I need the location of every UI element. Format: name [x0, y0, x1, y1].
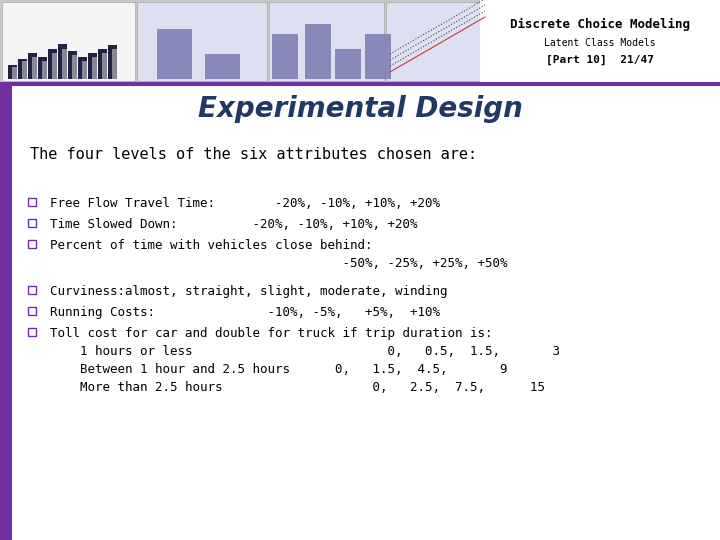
- Bar: [52, 53, 57, 79]
- Bar: [18, 59, 27, 79]
- Bar: [32, 57, 37, 79]
- Text: Experimental Design: Experimental Design: [197, 95, 523, 123]
- Bar: [28, 240, 36, 248]
- Bar: [335, 49, 361, 79]
- Text: Time Slowed Down:          -20%, -10%, +10%, +20%: Time Slowed Down: -20%, -10%, +10%, +20%: [50, 218, 418, 231]
- Bar: [92, 57, 97, 79]
- Bar: [28, 307, 36, 315]
- Bar: [38, 57, 47, 79]
- Bar: [12, 67, 17, 79]
- Bar: [0, 0, 720, 85]
- Text: Toll cost for car and double for truck if trip duration is:: Toll cost for car and double for truck i…: [50, 327, 492, 340]
- Bar: [82, 61, 87, 79]
- Bar: [157, 29, 192, 79]
- Bar: [205, 54, 240, 79]
- Bar: [72, 55, 77, 79]
- Bar: [48, 49, 57, 79]
- Bar: [112, 49, 117, 79]
- Text: Curviness:almost, straight, slight, moderate, winding: Curviness:almost, straight, slight, mode…: [50, 285, 448, 298]
- Bar: [28, 286, 36, 294]
- Bar: [22, 61, 27, 79]
- Bar: [28, 328, 36, 336]
- Text: [Part 10]  21/47: [Part 10] 21/47: [546, 55, 654, 65]
- Bar: [269, 2, 384, 81]
- Bar: [0, 85, 720, 540]
- Bar: [305, 24, 331, 79]
- Text: Latent Class Models: Latent Class Models: [544, 38, 656, 48]
- Bar: [68, 51, 77, 79]
- Text: Discrete Choice Modeling: Discrete Choice Modeling: [510, 18, 690, 31]
- Bar: [365, 34, 391, 79]
- Bar: [8, 65, 17, 79]
- Bar: [0, 82, 720, 86]
- Bar: [58, 44, 67, 79]
- Text: Between 1 hour and 2.5 hours      0,   1.5,  4.5,       9: Between 1 hour and 2.5 hours 0, 1.5, 4.5…: [50, 363, 508, 376]
- Bar: [78, 57, 87, 79]
- Bar: [28, 198, 36, 206]
- Text: Running Costs:               -10%, -5%,   +5%,  +10%: Running Costs: -10%, -5%, +5%, +10%: [50, 306, 440, 319]
- Bar: [62, 49, 67, 79]
- Bar: [98, 49, 107, 79]
- Text: -50%, -25%, +25%, +50%: -50%, -25%, +25%, +50%: [50, 257, 508, 270]
- Bar: [42, 61, 47, 79]
- Text: Free Flow Travel Time:        -20%, -10%, +10%, +20%: Free Flow Travel Time: -20%, -10%, +10%,…: [50, 197, 440, 210]
- Bar: [2, 2, 135, 81]
- Bar: [480, 0, 720, 82]
- Bar: [386, 2, 491, 81]
- Bar: [272, 34, 298, 79]
- Text: Percent of time with vehicles close behind:: Percent of time with vehicles close behi…: [50, 239, 372, 252]
- Bar: [102, 53, 107, 79]
- Text: More than 2.5 hours                    0,   2.5,  7.5,      15: More than 2.5 hours 0, 2.5, 7.5, 15: [50, 381, 545, 394]
- Bar: [0, 85, 12, 540]
- Text: 1 hours or less                          0,   0.5,  1.5,       3: 1 hours or less 0, 0.5, 1.5, 3: [50, 345, 560, 358]
- Bar: [28, 53, 37, 79]
- Bar: [88, 53, 97, 79]
- Text: The four levels of the six attributes chosen are:: The four levels of the six attributes ch…: [30, 147, 477, 162]
- Bar: [28, 219, 36, 227]
- Bar: [137, 2, 267, 81]
- Bar: [108, 45, 117, 79]
